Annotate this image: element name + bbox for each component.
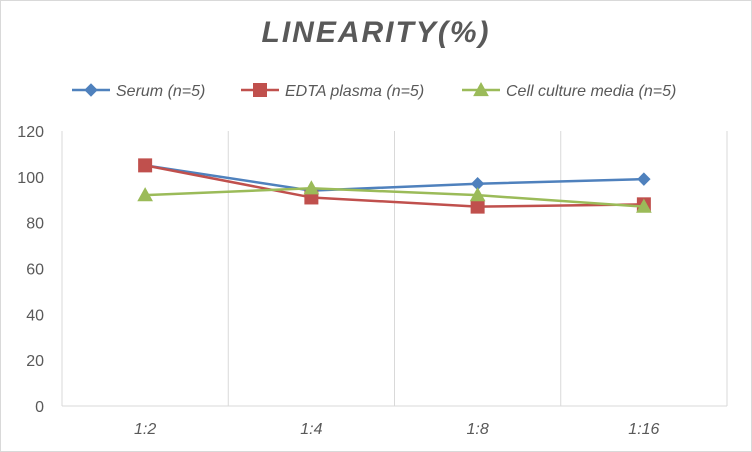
x-tick-label: 1:8 — [467, 421, 489, 438]
chart-title: LINEARITY(%) — [261, 16, 491, 49]
y-tick-label: 0 — [35, 399, 44, 416]
y-tick-label: 100 — [17, 170, 44, 187]
series-line — [144, 164, 644, 208]
series-line — [145, 187, 644, 208]
data-point — [637, 172, 651, 186]
y-tick-label: 60 — [26, 262, 44, 279]
data-point — [469, 187, 486, 202]
data-point — [636, 198, 652, 213]
x-tick-label: 1:4 — [300, 421, 322, 438]
data-point — [303, 180, 320, 195]
grid-lines — [61, 131, 728, 406]
y-tick-label: 20 — [26, 353, 44, 370]
legend-label: Serum (n=5) — [116, 83, 205, 100]
legend-marker — [84, 83, 98, 97]
y-axis: 0 20 40 60 80 100 120 — [17, 124, 44, 416]
x-tick-label: 1:2 — [134, 421, 156, 438]
y-tick-label: 80 — [26, 216, 44, 233]
legend-marker — [473, 81, 489, 97]
legend-label: EDTA plasma (n=5) — [285, 83, 424, 100]
x-tick-label: 1:16 — [628, 421, 659, 438]
series-layer — [137, 158, 652, 214]
data-point — [137, 187, 153, 202]
data-point — [138, 158, 153, 173]
x-axis: 1:2 1:4 1:8 1:16 — [62, 405, 727, 438]
legend-label: Cell culture media (n=5) — [506, 83, 676, 100]
legend: Serum (n=5) EDTA plasma (n=5) Cell culture… — [72, 81, 676, 100]
series-line — [144, 164, 644, 192]
y-tick-label: 40 — [26, 307, 44, 324]
y-tick-label: 120 — [17, 124, 44, 141]
legend-marker — [253, 83, 267, 97]
data-point — [470, 199, 485, 214]
